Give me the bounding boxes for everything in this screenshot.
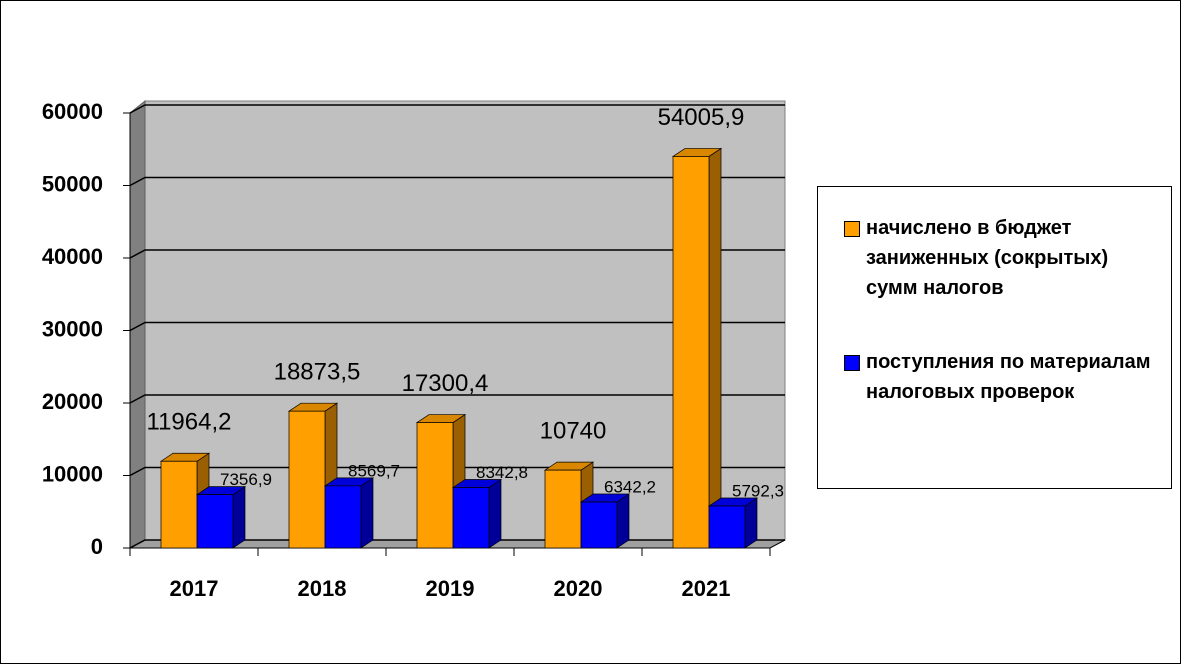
grid-line	[129, 249, 785, 259]
bar	[416, 422, 454, 549]
bar	[544, 469, 582, 549]
value-label: 17300,4	[402, 370, 489, 397]
y-tick-label: 60000	[42, 99, 103, 124]
legend-item: начислено в бюджет заниженных (сокрытых)…	[844, 213, 1161, 303]
bar	[580, 501, 618, 549]
value-label: 8342,8	[476, 463, 528, 482]
grid-line	[129, 104, 785, 114]
grid-line	[129, 394, 785, 404]
grid-line	[129, 176, 785, 187]
bar	[160, 460, 198, 549]
y-tick-label: 50000	[42, 171, 103, 196]
value-label: 18873,5	[274, 359, 361, 386]
bar	[196, 494, 234, 549]
value-label: 11964,2	[147, 409, 232, 436]
bar-side	[232, 486, 246, 549]
bar-side	[744, 497, 758, 549]
legend-label: начислено в бюджет заниженных (сокрытых)…	[866, 217, 1109, 299]
value-label: 54005,9	[658, 104, 745, 131]
value-label: 6342,2	[604, 478, 656, 497]
x-tick-label: 2017	[170, 576, 219, 601]
y-tick-label: 10000	[42, 461, 103, 486]
bar	[324, 485, 362, 549]
value-label: 8569,7	[348, 461, 400, 480]
value-label: 7356,9	[220, 470, 272, 489]
y-tick-label: 40000	[42, 244, 103, 269]
grid-line	[129, 321, 785, 332]
legend-swatch	[844, 221, 860, 237]
value-label: 10740	[540, 417, 607, 444]
bar	[708, 505, 746, 549]
legend-item: поступления по материалам налоговых пров…	[844, 347, 1161, 407]
legend-swatch	[844, 355, 860, 371]
y-tick-label: 0	[91, 534, 103, 559]
bar-side	[616, 493, 630, 549]
x-tick-label: 2018	[298, 576, 347, 601]
x-tick-label: 2019	[426, 576, 475, 601]
bar	[288, 410, 326, 549]
value-label: 5792,3	[732, 481, 784, 500]
legend-label: поступления по материалам налоговых пров…	[866, 351, 1151, 403]
y-tick-label: 20000	[42, 389, 103, 414]
bar-side	[360, 477, 374, 549]
x-tick-label: 2020	[554, 576, 603, 601]
x-tick-label: 2021	[682, 576, 731, 601]
bar-side	[488, 478, 502, 549]
bar	[452, 487, 490, 549]
bar	[672, 156, 710, 549]
y-tick-label: 30000	[42, 316, 103, 341]
bar-side	[708, 147, 722, 549]
legend: начислено в бюджет заниженных (сокрытых)…	[817, 186, 1172, 489]
